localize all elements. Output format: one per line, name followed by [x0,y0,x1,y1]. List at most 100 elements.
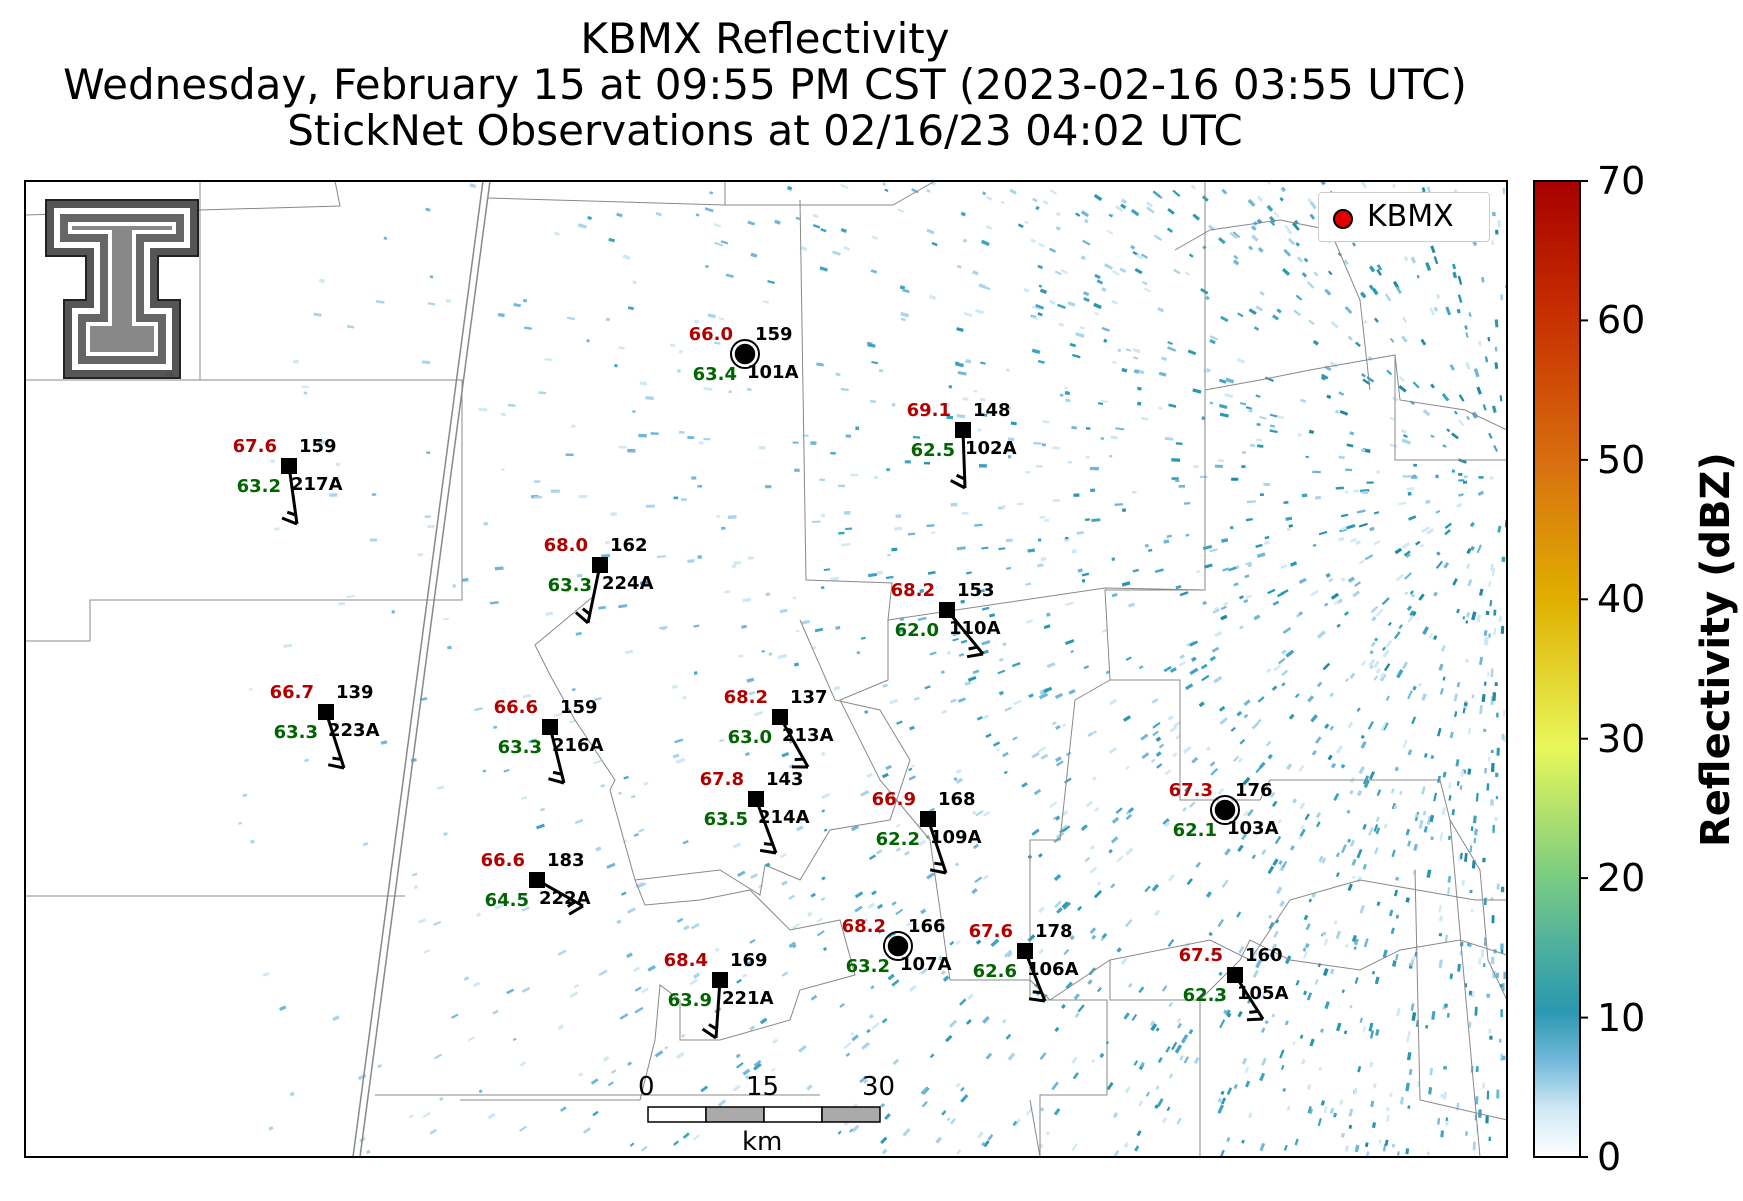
station-circle-ring-icon [883,931,913,961]
station-dewpoint: 62.5 [911,440,955,461]
station-222A: 66.6 183 64.5 222A [481,850,591,916]
stations-layer: 66.0 159 63.4 101A 69.1 148 62.5 102A 67.6 159 63.… [233,324,1289,1040]
station-id: 101A [747,362,799,383]
wind-barb-flag-icon [574,611,589,625]
station-id: 223A [328,720,380,741]
station-square-marker-icon [318,704,334,720]
texas-tech-logo: ® [45,199,199,381]
station-pressure: 153 [957,580,995,601]
station-temperature: 68.2 [724,687,768,708]
station-id: 217A [291,474,343,495]
station-pressure: 168 [938,789,976,810]
station-square-marker-icon [592,557,608,573]
station-pressure: 160 [1245,945,1283,966]
station-223A: 66.7 139 63.3 223A [270,682,380,770]
wind-barb-half-flag-icon [286,510,297,517]
station-square-marker-icon [281,458,297,474]
station-214A: 67.8 143 63.5 214A [700,769,810,855]
station-temperature: 67.3 [1169,780,1213,801]
colorbar-tick-label: 30 [1597,717,1646,761]
station-id: 109A [930,827,982,848]
wind-barb-half-flag-icon [955,473,966,481]
wind-barb-half-flag-icon [581,607,591,616]
station-temperature: 66.6 [494,697,538,718]
map-frame [24,180,1508,1158]
station-pressure: 159 [299,436,337,457]
station-dewpoint: 63.4 [693,364,737,385]
station-pressure: 166 [908,916,946,937]
colorbar-tick-label: 70 [1597,159,1646,203]
station-102A: 69.1 148 62.5 102A [907,400,1017,490]
station-dewpoint: 63.0 [728,727,772,748]
station-temperature: 67.6 [233,436,277,457]
title-line-2: Wednesday, February 15 at 09:55 PM CST (… [63,60,1467,109]
station-temperature: 68.2 [891,580,935,601]
wind-barb-flag-icon [759,848,777,855]
colorbar-tick-label: 0 [1597,1135,1622,1179]
station-221A: 68.4 169 63.9 221A [664,950,774,1040]
colorbar-tick-label: 40 [1597,577,1646,621]
station-square-marker-icon [748,791,764,807]
wind-barb-half-flag-icon [763,842,774,847]
station-id: 222A [539,888,591,909]
station-temperature: 66.6 [481,850,525,871]
station-dewpoint: 63.2 [237,476,281,497]
scale-bar-label: 30 [862,1072,896,1102]
colorbar-tick-label: 60 [1597,298,1646,342]
station-213A: 68.2 137 63.0 213A [724,687,834,769]
legend-label: KBMX [1367,199,1454,234]
colorbar-tick-label: 50 [1597,438,1646,482]
legend: KBMX [1318,192,1490,242]
station-square-marker-icon [772,709,788,725]
station-107A: 68.2 166 63.2 107A [842,916,952,977]
station-square-marker-icon [939,602,955,618]
station-id: 103A [1227,818,1279,839]
wind-barb-flag-icon [327,763,345,770]
station-pressure: 176 [1235,780,1273,801]
wind-barb-flag-icon [281,516,298,526]
station-id: 107A [900,954,952,975]
station-temperature: 67.6 [969,921,1013,942]
station-temperature: 68.2 [842,916,886,937]
station-circle-ring-icon [1210,795,1240,825]
station-circle-marker-icon [886,934,910,958]
radar-site-marker-icon [1333,209,1353,229]
radar-echoes [238,181,1507,1157]
county-boundaries [25,181,1507,1157]
wind-barb-half-flag-icon [332,756,342,761]
station-square-marker-icon [1017,943,1033,959]
station-id: 216A [552,735,604,756]
wind-barb-half-flag-icon [1032,990,1042,995]
station-pressure: 143 [766,769,804,790]
wind-barb-half-flag-icon [934,861,944,866]
station-temperature: 69.1 [907,400,951,421]
station-101A: 66.0 159 63.4 101A [689,324,799,385]
colorbar-tick-label: 10 [1597,996,1646,1040]
station-pressure: 162 [610,535,648,556]
station-id: 110A [949,618,1001,639]
station-110A: 68.2 153 62.0 110A [891,580,1001,659]
station-pressure: 148 [973,400,1011,421]
station-circle-ring-icon [730,339,760,369]
station-circle-marker-icon [733,342,757,366]
station-dewpoint: 63.2 [846,956,890,977]
station-106A: 67.6 178 62.6 106A [969,921,1079,1003]
title-line-3: StickNet Observations at 02/16/23 04:02 … [287,106,1243,155]
station-pressure: 169 [730,950,768,971]
station-square-marker-icon [712,972,728,988]
station-105A: 67.5 160 62.3 105A [1179,945,1289,1022]
station-dewpoint: 62.1 [1173,820,1217,841]
station-dewpoint: 62.0 [895,620,939,641]
station-pressure: 178 [1035,921,1073,942]
station-pressure: 159 [755,324,793,345]
station-id: 102A [965,438,1017,459]
svg-text:®: ® [166,371,175,381]
wind-barb-half-flag-icon [968,645,978,651]
station-square-marker-icon [955,422,971,438]
station-dewpoint: 63.3 [498,737,542,758]
station-circle-marker-icon [1213,798,1237,822]
station-id: 105A [1237,983,1289,1004]
station-dewpoint: 62.3 [1183,985,1227,1006]
scale-bar-label: 15 [746,1072,780,1102]
